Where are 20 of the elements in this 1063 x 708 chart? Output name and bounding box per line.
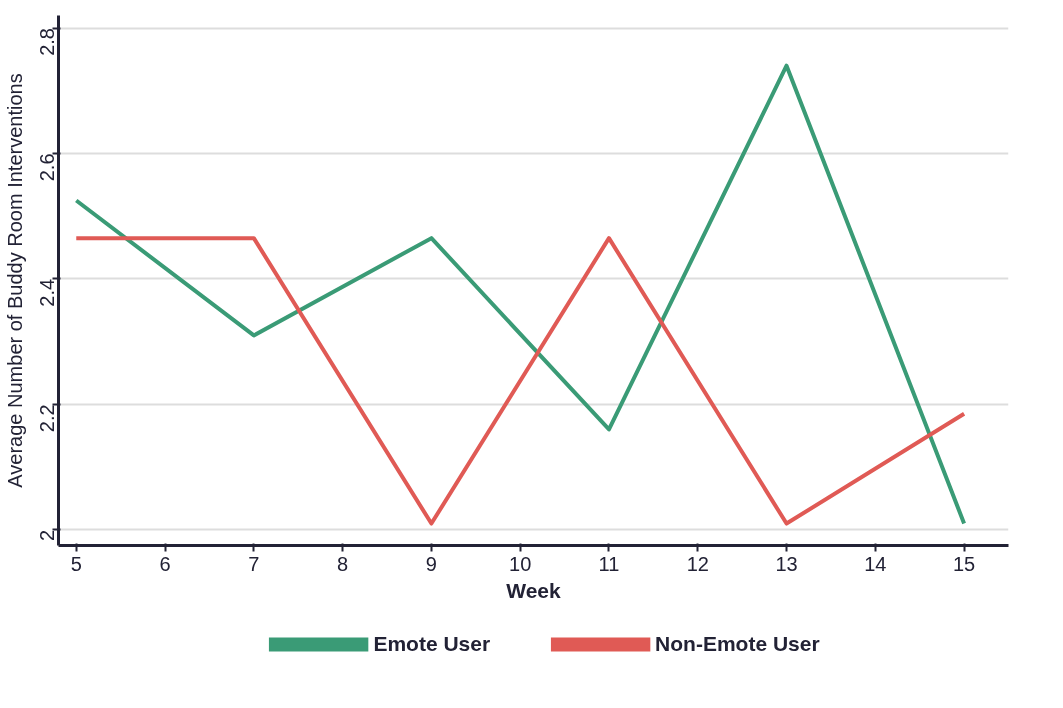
x-tick-label: 6 — [159, 552, 171, 575]
x-tick-label: 14 — [864, 552, 887, 575]
legend-label: Non-Emote User — [655, 632, 820, 656]
x-tick-label: 13 — [775, 552, 798, 575]
legend-label: Emote User — [373, 632, 491, 656]
y-tick-label: 2.6 — [36, 153, 59, 182]
x-tick-label: 15 — [952, 552, 976, 575]
x-tick-label: 9 — [425, 552, 437, 575]
x-tick-label: 12 — [686, 552, 709, 575]
x-tick-label: 7 — [248, 552, 260, 575]
y-tick-label: 2.2 — [36, 404, 59, 433]
x-tick-label: 10 — [509, 552, 532, 575]
y-tick-label: 2.8 — [36, 28, 59, 56]
y-tick-label: 2.4 — [36, 278, 59, 307]
x-axis-title: Week — [506, 578, 562, 602]
y-tick-label: 2 — [36, 529, 59, 541]
x-tick-label: 11 — [598, 552, 620, 575]
x-tick-label: 8 — [337, 552, 349, 575]
y-axis-title: Average Number of Buddy Room Interventions — [3, 73, 26, 488]
x-tick-label: 5 — [70, 552, 82, 575]
